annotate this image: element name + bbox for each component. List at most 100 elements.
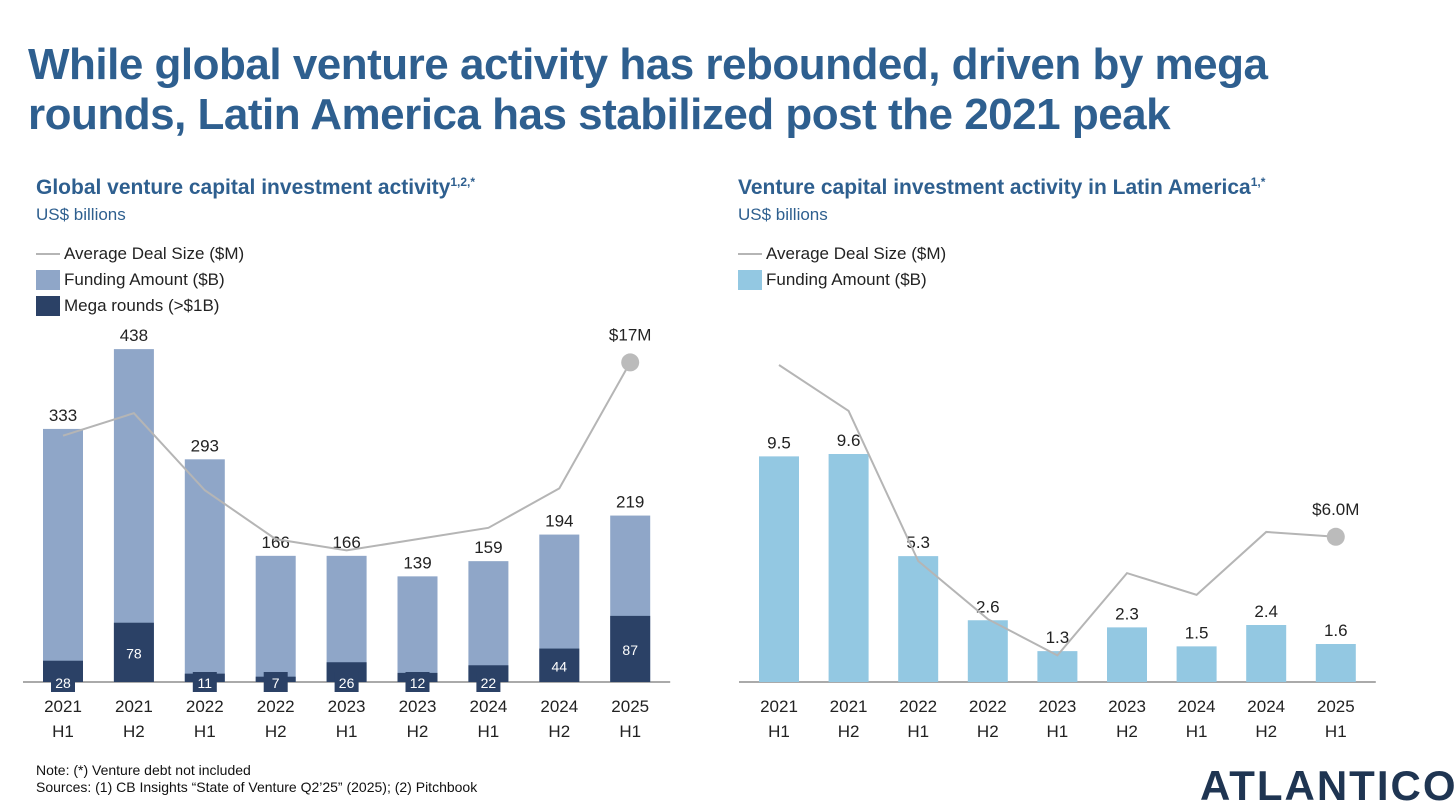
latam-x-tick-half: H1	[1325, 722, 1347, 741]
latam-chart-footnote-ref: 1,*	[1250, 175, 1266, 189]
latam-x-tick-half: H1	[907, 722, 929, 741]
mega-round-label: 28	[55, 675, 71, 691]
global-funding-bar	[184, 459, 225, 682]
latam-x-tick-year: 2024	[1247, 697, 1285, 716]
legend-item-funding: Funding Amount ($B)	[738, 267, 946, 293]
legend-item-funding: Funding Amount ($B)	[36, 267, 244, 293]
latam-funding-bar	[1176, 646, 1217, 682]
mega-label-box	[405, 672, 430, 692]
global-x-tick-year: 2023	[399, 697, 437, 716]
latam-funding-bar	[967, 620, 1008, 682]
mega-label-box	[263, 672, 288, 692]
funding-swatch-icon	[36, 270, 60, 290]
latam-x-tick-half: H1	[1047, 722, 1069, 741]
global-funding-label: 333	[49, 406, 77, 425]
global-chart-title-text: Global venture capital investment activi…	[36, 176, 451, 199]
latam-x-tick-half: H2	[1255, 722, 1277, 741]
global-funding-label: 438	[120, 326, 148, 345]
line-swatch-icon	[36, 253, 60, 255]
global-funding-label: 159	[474, 538, 502, 557]
latam-x-tick-year: 2025	[1317, 697, 1355, 716]
global-x-tick-year: 2022	[186, 697, 224, 716]
global-funding-bar	[255, 555, 296, 682]
legend-label: Funding Amount ($B)	[766, 270, 927, 289]
latam-x-tick-year: 2021	[830, 697, 868, 716]
global-legend: Average Deal Size ($M) Funding Amount ($…	[36, 241, 244, 319]
global-funding-label: 139	[403, 553, 431, 572]
mega-round-label: 22	[481, 675, 497, 691]
global-x-tick-half: H1	[619, 722, 641, 741]
global-x-tick-half: H1	[478, 722, 500, 741]
mega-label-box	[334, 672, 359, 692]
global-funding-label: 166	[332, 533, 360, 552]
global-funding-bar	[43, 428, 83, 682]
latam-avg-deal-end-label: $6.0M	[1312, 500, 1359, 519]
mega-round-label: 87	[622, 642, 638, 658]
latam-x-tick-half: H2	[1116, 722, 1138, 741]
global-funding-bar	[326, 555, 367, 682]
global-funding-bar	[397, 576, 438, 682]
latam-x-tick-year: 2023	[1038, 697, 1076, 716]
mega-round-label: 7	[272, 675, 280, 691]
legend-label: Mega rounds (>$1B)	[64, 296, 220, 315]
mega-round-label: 78	[126, 645, 142, 661]
mega-swatch-icon	[36, 296, 60, 316]
latam-x-tick-half: H1	[1186, 722, 1208, 741]
legend-item-avg-deal: Average Deal Size ($M)	[36, 241, 244, 267]
latam-funding-bar	[1246, 625, 1287, 682]
mega-round-label: 26	[339, 675, 355, 691]
note-text: Note: (*) Venture debt not included	[36, 762, 251, 778]
global-funding-label: 194	[545, 512, 573, 531]
global-funding-bar	[468, 561, 509, 682]
latam-x-tick-year: 2024	[1178, 697, 1216, 716]
mega-round-bar	[113, 622, 154, 682]
legend-item-avg-deal: Average Deal Size ($M)	[738, 241, 946, 267]
funding-swatch-icon	[738, 270, 762, 290]
mega-label-box	[51, 672, 75, 692]
mega-label-box	[476, 672, 501, 692]
latam-funding-label: 2.3	[1115, 604, 1139, 623]
latam-funding-label: 2.6	[976, 597, 1000, 616]
global-funding-label: 219	[616, 493, 644, 512]
mega-round-bar	[610, 615, 651, 682]
global-x-tick-year: 2021	[44, 697, 82, 716]
latam-chart-title-text: Venture capital investment activity in L…	[738, 176, 1251, 199]
latam-funding-label: 1.5	[1185, 623, 1209, 642]
latam-funding-label: 9.6	[837, 431, 861, 450]
legend-label: Average Deal Size ($M)	[766, 244, 947, 263]
latam-x-tick-year: 2022	[969, 697, 1007, 716]
latam-funding-label: 9.5	[767, 433, 791, 452]
global-x-tick-half: H2	[407, 722, 429, 741]
global-avg-deal-point	[621, 353, 640, 372]
mega-round-label: 44	[552, 658, 568, 674]
atlantico-logo: ATLANTICO	[1200, 762, 1456, 809]
mega-round-bar	[539, 648, 580, 682]
line-swatch-icon	[738, 253, 762, 255]
latam-chart-title: Venture capital investment activity in L…	[738, 175, 1265, 200]
latam-x-tick-year: 2023	[1108, 697, 1146, 716]
legend-label: Funding Amount ($B)	[64, 270, 225, 289]
slide-title: While global venture activity has reboun…	[28, 40, 1268, 139]
sources-text: Sources: (1) CB Insights “State of Ventu…	[36, 779, 478, 795]
latam-x-tick-half: H1	[768, 722, 790, 741]
global-x-tick-half: H1	[52, 722, 74, 741]
latam-avg-deal-point	[1326, 527, 1345, 546]
latam-funding-label: 2.4	[1254, 602, 1278, 621]
latam-funding-bar	[1107, 627, 1147, 682]
global-x-tick-year: 2025	[611, 697, 649, 716]
global-x-tick-year: 2024	[469, 697, 507, 716]
legend-item-mega: Mega rounds (>$1B)	[36, 293, 244, 319]
global-avg-deal-end-label: $17M	[609, 325, 652, 344]
legend-label: Average Deal Size ($M)	[64, 244, 245, 263]
latam-funding-label: 1.6	[1324, 621, 1348, 640]
latam-funding-bar	[759, 456, 799, 682]
latam-x-tick-year: 2021	[760, 697, 798, 716]
latam-chart-unit: US$ billions	[738, 205, 828, 224]
global-chart-unit: US$ billions	[36, 205, 126, 224]
global-funding-label: 293	[191, 436, 219, 455]
latam-funding-bar	[1315, 644, 1356, 682]
latam-x-tick-half: H2	[838, 722, 860, 741]
global-x-tick-year: 2023	[328, 697, 366, 716]
